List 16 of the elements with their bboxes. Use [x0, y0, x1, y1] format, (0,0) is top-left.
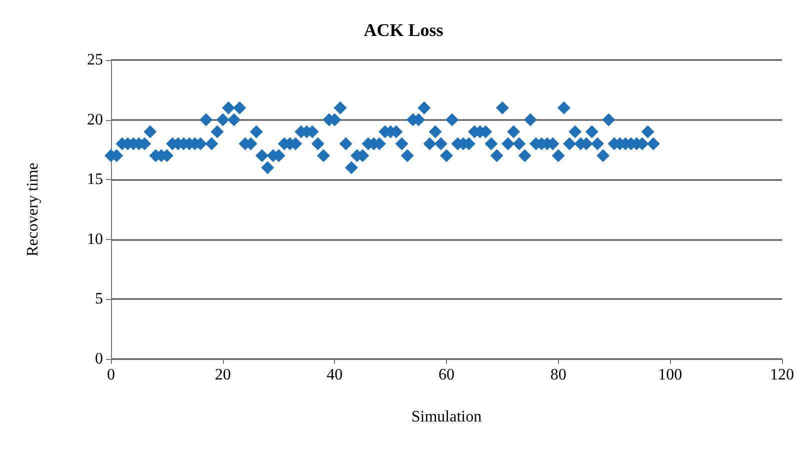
y-tick-label: 5	[95, 290, 103, 308]
x-axis-title: Simulation	[411, 408, 482, 426]
chart-title: ACK Loss	[364, 20, 444, 40]
y-tick-label: 15	[87, 171, 103, 188]
x-tick-label: 40	[326, 366, 343, 384]
x-tick-label: 20	[214, 366, 231, 384]
x-tick-label: 120	[770, 366, 794, 384]
y-tick-label: 0	[95, 350, 103, 368]
y-tick-label: 10	[87, 230, 103, 248]
y-axis-title: Recovery time	[24, 162, 42, 256]
y-tick-label: 25	[87, 52, 103, 68]
x-tick-label: 60	[438, 366, 454, 384]
x-tick-label: 80	[550, 366, 566, 384]
y-tick-label: 20	[87, 111, 103, 128]
x-tick-label: 0	[107, 366, 115, 384]
x-tick-label: 100	[658, 366, 682, 384]
